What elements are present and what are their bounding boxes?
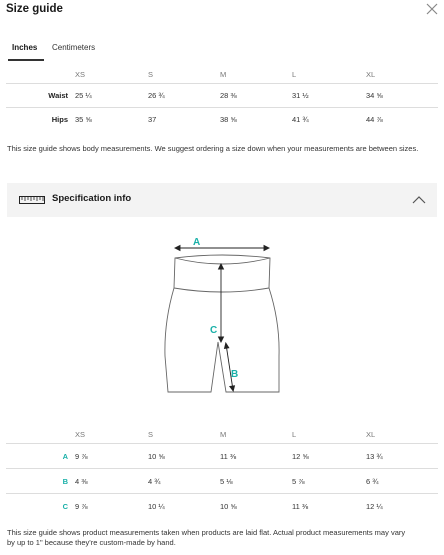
table-header-cell: XL [366, 426, 438, 444]
measurement-line-a [173, 244, 271, 252]
table-cell: 10 ¼ [148, 493, 220, 518]
table-header-cell [6, 426, 75, 444]
row-label: Waist [6, 83, 75, 108]
table-row: A 9 ⅞ 10 ⅝ 11 ⅜ 12 ⅝ 13 ¾ [6, 443, 438, 469]
table-cell: 9 ⅞ [75, 443, 148, 469]
table-cell: 35 ⅝ [75, 107, 148, 131]
row-label: A [6, 443, 75, 469]
table-cell: 10 ⅝ [148, 443, 220, 469]
table-header-cell: S [148, 66, 220, 84]
table-cell: 12 ¼ [366, 493, 438, 518]
specification-table: XS S M L XL A 9 ⅞ 10 ⅝ 11 ⅜ 12 ⅝ 13 ¾ B … [6, 426, 438, 518]
table-cell: 6 ¾ [366, 468, 438, 494]
table-cell: 37 [148, 107, 220, 131]
table-cell: 5 ⅞ [292, 468, 366, 494]
active-tab-indicator [8, 59, 44, 61]
unit-tabs: Inches Centimeters [6, 43, 438, 62]
table-header-cell: S [148, 426, 220, 444]
row-label: Hips [6, 107, 75, 131]
table-cell: 9 ⅞ [75, 493, 148, 518]
row-label: B [6, 468, 75, 494]
table-cell: 5 ⅛ [220, 468, 292, 494]
chevron-up-icon[interactable] [412, 196, 426, 204]
tab-inches[interactable]: Inches [12, 43, 38, 52]
table-cell: 12 ⅝ [292, 443, 366, 469]
table-header-cell: M [220, 426, 292, 444]
table-cell: 25 ¼ [75, 83, 148, 108]
table-cell: 11 ⅜ [292, 493, 366, 518]
table-header-row: XS S M L XL [6, 426, 438, 444]
table-cell: 31 ½ [292, 83, 366, 108]
table-header-cell [6, 66, 75, 84]
body-measurement-note: This size guide shows body measurements.… [7, 144, 419, 153]
label-b: B [231, 369, 238, 380]
table-cell: 4 ⅜ [75, 468, 148, 494]
table-row: B 4 ⅜ 4 ¾ 5 ⅛ 5 ⅞ 6 ¾ [6, 468, 438, 494]
shorts-outline [164, 254, 280, 393]
table-cell: 28 ⅜ [220, 83, 292, 108]
table-cell: 41 ¾ [292, 107, 366, 131]
page-title: Size guide [6, 3, 63, 15]
table-cell: 34 ⅝ [366, 83, 438, 108]
table-cell: 4 ¾ [148, 468, 220, 494]
tab-centimeters[interactable]: Centimeters [52, 43, 96, 52]
measurement-line-b [223, 341, 236, 393]
shorts-measurement-diagram: A B C [164, 237, 280, 393]
table-cell: 13 ¾ [366, 443, 438, 469]
table-row: Hips 35 ⅝ 37 38 ⅝ 41 ¾ 44 ⅞ [6, 107, 438, 131]
table-header-cell: L [292, 426, 366, 444]
table-cell: 26 ¾ [148, 83, 220, 108]
product-measurement-note: This size guide shows product measuremen… [7, 528, 406, 547]
section-title: Specification info [52, 193, 132, 204]
table-header-row: XS S M L XL [6, 66, 438, 84]
ruler-icon [19, 196, 45, 204]
table-cell: 38 ⅝ [220, 107, 292, 131]
table-row: Waist 25 ¼ 26 ¾ 28 ⅜ 31 ½ 34 ⅝ [6, 83, 438, 108]
table-row: C 9 ⅞ 10 ¼ 10 ⅝ 11 ⅜ 12 ¼ [6, 493, 438, 518]
label-a: A [193, 237, 200, 248]
table-cell: 44 ⅞ [366, 107, 438, 131]
table-header-cell: XS [75, 66, 148, 84]
row-label: C [6, 493, 75, 518]
table-cell: 11 ⅜ [220, 443, 292, 469]
specification-info-toggle[interactable]: Specification info [7, 183, 437, 217]
table-header-cell: M [220, 66, 292, 84]
table-header-cell: XS [75, 426, 148, 444]
measurement-line-c [217, 262, 225, 344]
table-header-cell: L [292, 66, 366, 84]
table-cell: 10 ⅝ [220, 493, 292, 518]
table-header-cell: XL [366, 66, 438, 84]
label-c: C [210, 325, 217, 336]
body-size-table: XS S M L XL Waist 25 ¼ 26 ¾ 28 ⅜ 31 ½ 34… [6, 66, 438, 131]
close-icon[interactable] [426, 3, 438, 15]
